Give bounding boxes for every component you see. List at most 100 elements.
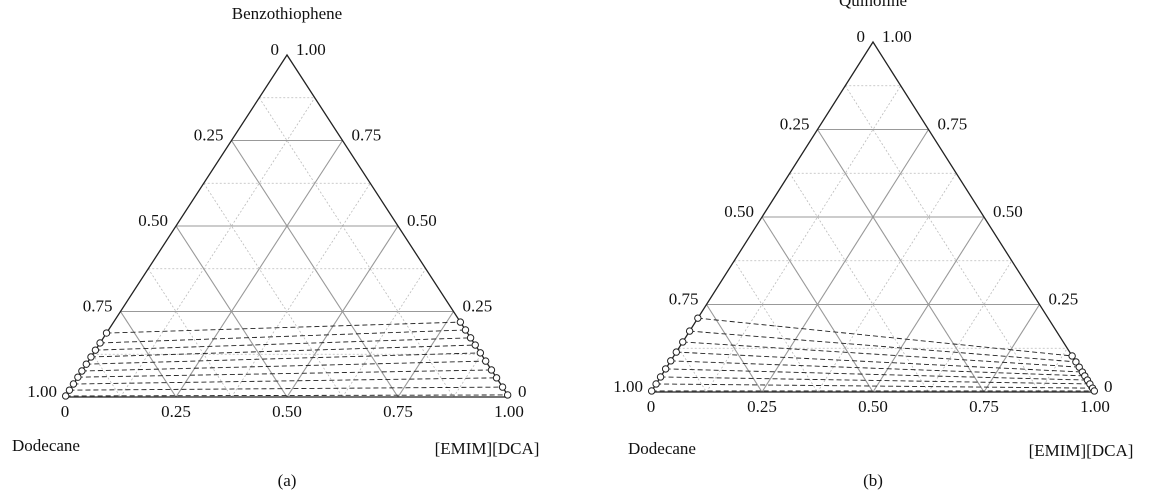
- grid-line: [706, 304, 763, 393]
- tie-line: [95, 337, 471, 351]
- tie-line: [65, 394, 508, 397]
- raffinate-point: [661, 365, 670, 373]
- left-corner-label: Dodecane: [628, 439, 696, 458]
- raffinate-point: [69, 380, 78, 388]
- grid-line: [817, 129, 985, 393]
- left-tick-label: 0.25: [194, 125, 224, 144]
- right-tick-label: 0.50: [993, 202, 1023, 221]
- left-tick-label: 0.75: [83, 296, 113, 315]
- right-tick-label: 0: [1104, 377, 1113, 396]
- tie-line: [689, 330, 1076, 363]
- raffinate-point: [679, 338, 687, 346]
- right-tick-label: 0.75: [938, 114, 968, 133]
- extract-point: [476, 349, 485, 357]
- grid-line: [733, 260, 818, 393]
- left-tick-label: 0: [857, 27, 866, 46]
- bottom-tick-label: 0.25: [161, 402, 191, 421]
- raffinate-point: [685, 327, 694, 335]
- grid-line: [147, 268, 232, 398]
- extract-point: [481, 357, 490, 365]
- right-tick-label: 0.25: [1049, 289, 1079, 308]
- bottom-tick-label: 0.50: [858, 397, 888, 416]
- caption: (a): [278, 471, 297, 490]
- grid-line: [706, 85, 902, 393]
- extract-point: [1072, 358, 1080, 366]
- extract-point: [471, 341, 479, 349]
- raffinate-point: [82, 360, 91, 368]
- raffinate-point: [61, 392, 70, 400]
- grid-line: [761, 129, 929, 393]
- tie-line: [69, 386, 503, 391]
- bottom-tick-label: 0.75: [383, 402, 413, 421]
- right-tick-label: 0: [518, 382, 527, 401]
- right-tick-label: 0.75: [352, 125, 382, 144]
- extract-point: [461, 326, 470, 334]
- tie-line: [81, 360, 486, 372]
- tie-line: [660, 376, 1090, 385]
- extract-point: [503, 391, 512, 399]
- left-tick-label: 1.00: [613, 377, 643, 396]
- bottom-tick-label: 0.75: [969, 397, 999, 416]
- tie-line: [90, 344, 476, 358]
- tie-line: [670, 360, 1085, 377]
- raffinate-point: [91, 346, 100, 354]
- right-tick-label: 0.50: [407, 211, 437, 230]
- bottom-tick-label: 1.00: [1080, 397, 1110, 416]
- tie-line: [697, 317, 1073, 357]
- bottom-tick-label: 0: [647, 397, 656, 416]
- grid-line: [983, 304, 1040, 393]
- bottom-tick-label: 1.00: [494, 402, 524, 421]
- left-tick-label: 0.75: [669, 289, 699, 308]
- caption: (b): [863, 471, 883, 490]
- right-corner-label: [EMIM][DCA]: [435, 439, 540, 458]
- left-tick-label: 0.25: [780, 114, 810, 133]
- bottom-tick-label: 0: [61, 402, 70, 421]
- grid-line: [175, 225, 288, 398]
- raffinate-point: [656, 373, 665, 381]
- right-tick-label: 1.00: [882, 27, 912, 46]
- chart-title: Quinoline: [839, 0, 907, 10]
- grid-line: [286, 225, 399, 398]
- extract-point: [1068, 352, 1076, 360]
- right-tick-label: 0.25: [463, 296, 493, 315]
- raffinate-point: [78, 367, 86, 375]
- grid-line: [231, 183, 371, 398]
- triangle-frame: [63, 53, 511, 398]
- chart-title: Benzothiophene: [232, 4, 342, 23]
- raffinate-point: [96, 339, 104, 347]
- extract-point: [487, 366, 496, 374]
- extract-point: [498, 383, 507, 391]
- raffinate-point: [65, 386, 74, 394]
- bottom-tick-label: 0.50: [272, 402, 302, 421]
- tie-line: [665, 368, 1088, 381]
- raffinate-point: [652, 380, 660, 388]
- right-corner-label: [EMIM][DCA]: [1029, 441, 1134, 460]
- grid-line: [844, 85, 1040, 393]
- grid-line: [872, 216, 985, 393]
- tie-line: [73, 377, 497, 385]
- grid-line: [1039, 348, 1068, 393]
- grid-line: [203, 183, 343, 398]
- grid-line: [789, 173, 929, 393]
- bottom-tick-label: 0.25: [747, 397, 777, 416]
- left-tick-label: 0.50: [138, 211, 168, 230]
- grid-line: [761, 216, 874, 393]
- extract-point: [456, 318, 465, 326]
- grid-line: [678, 348, 707, 393]
- tie-line: [656, 383, 1093, 389]
- tie-line: [77, 369, 492, 378]
- tie-line: [86, 352, 481, 365]
- raffinate-point: [87, 353, 95, 361]
- raffinate-point: [647, 387, 656, 395]
- left-corner-label: Dodecane: [12, 436, 80, 455]
- grid-line: [92, 354, 121, 398]
- right-tick-label: 1.00: [296, 40, 326, 59]
- left-tick-label: 1.00: [27, 382, 57, 401]
- extract-point: [1090, 387, 1099, 395]
- triangle-frame: [649, 40, 1097, 393]
- grid-line: [817, 173, 957, 393]
- raffinate-point: [667, 357, 675, 365]
- left-tick-label: 0: [271, 40, 280, 59]
- extract-point: [492, 374, 501, 382]
